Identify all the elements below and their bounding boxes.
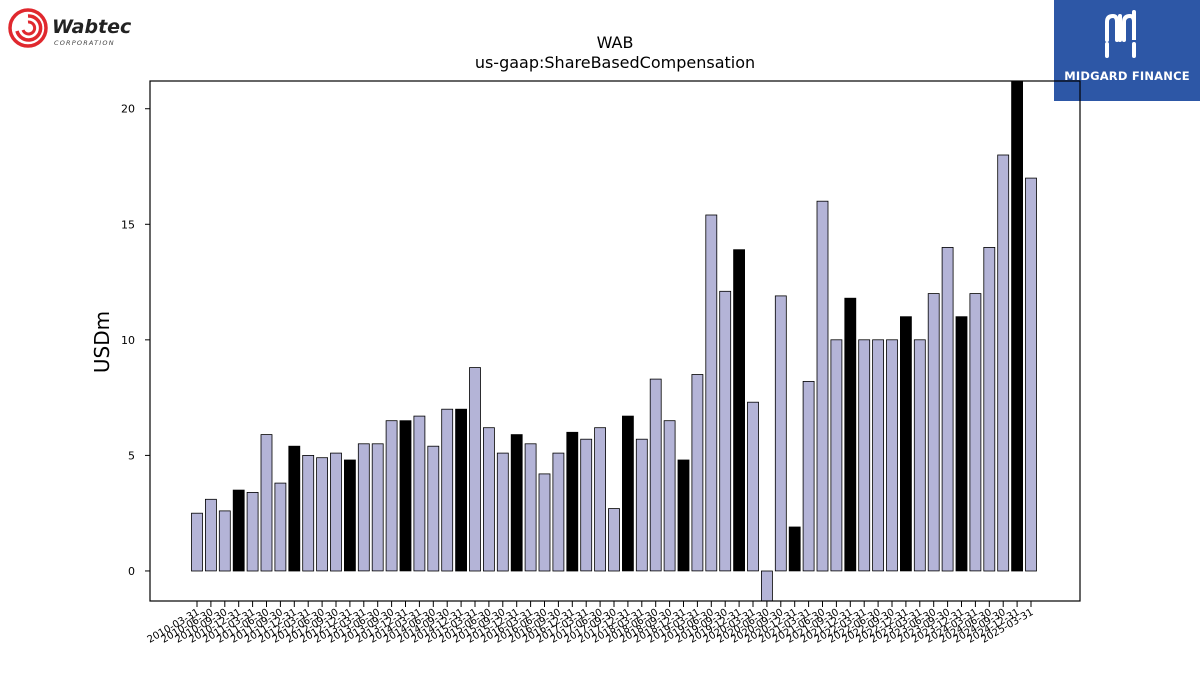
bar <box>288 445 301 572</box>
bar <box>246 491 259 572</box>
wabtec-swirl-icon <box>8 8 48 48</box>
bar <box>1025 177 1037 572</box>
bar <box>538 473 551 572</box>
bar <box>969 293 982 572</box>
y-tick-label: 20 <box>121 103 135 116</box>
bar <box>761 570 773 601</box>
bar <box>552 452 565 572</box>
bar <box>343 459 356 572</box>
chart-subtitle: us-gaap:ShareBasedCompensation <box>475 53 755 72</box>
bar <box>413 415 426 572</box>
bar <box>997 154 1010 572</box>
bar <box>455 408 468 572</box>
bar <box>399 420 412 572</box>
bar <box>594 427 606 572</box>
bar <box>427 445 440 572</box>
bar <box>469 367 481 572</box>
bar <box>1011 81 1023 572</box>
plot-area: 051015202010-03-312010-06-302010-09-3020… <box>121 81 1037 646</box>
y-tick-label: 0 <box>128 565 135 578</box>
bar <box>900 316 912 572</box>
bar <box>302 454 315 572</box>
bar <box>747 401 759 572</box>
bar <box>816 200 829 572</box>
bar <box>691 374 704 572</box>
bar <box>524 443 537 572</box>
bar <box>274 482 287 572</box>
bar <box>635 438 648 572</box>
bar <box>802 380 815 572</box>
y-tick-label: 10 <box>121 334 135 347</box>
bar <box>830 339 843 572</box>
bar <box>566 431 579 572</box>
bar <box>858 339 871 572</box>
bar <box>330 452 342 572</box>
bar <box>705 214 718 572</box>
bar <box>316 457 329 572</box>
bar <box>941 246 954 572</box>
y-tick-label: 5 <box>128 449 135 462</box>
bar <box>733 249 745 572</box>
bar <box>872 339 884 572</box>
bar <box>649 378 662 572</box>
bar <box>983 246 996 572</box>
midgard-finance-logo: MIDGARD FINANCE <box>1054 0 1200 101</box>
bar <box>357 443 370 572</box>
midgard-wordmark: MIDGARD FINANCE <box>1064 69 1190 83</box>
chart-title: WAB <box>597 33 634 52</box>
bar <box>774 295 787 572</box>
bar <box>913 339 926 572</box>
y-axis-label: USDm <box>90 311 114 373</box>
bar <box>510 434 523 572</box>
bar <box>191 512 203 572</box>
bar-group <box>191 81 1037 601</box>
bar <box>844 297 857 572</box>
plot-frame <box>149 80 1081 602</box>
bar <box>496 452 509 572</box>
y-tick-label: 15 <box>121 218 135 231</box>
bar <box>955 316 968 572</box>
bar <box>204 498 217 572</box>
wabtec-logo: Wabtec CORPORATION <box>6 6 146 52</box>
bar <box>608 508 620 572</box>
bar <box>385 420 398 572</box>
bar <box>788 526 801 572</box>
midgard-m-icon <box>1105 10 1136 58</box>
bar <box>260 434 273 572</box>
bar <box>371 443 384 572</box>
bar <box>622 415 634 572</box>
bar <box>580 438 593 572</box>
bar <box>663 420 676 572</box>
bar <box>677 459 690 572</box>
bar <box>232 489 245 572</box>
bar <box>927 293 940 572</box>
bar <box>482 427 495 572</box>
bar <box>886 339 898 572</box>
bar <box>441 408 454 572</box>
bar <box>719 290 732 572</box>
wabtec-subtitle: CORPORATION <box>54 39 115 47</box>
wabtec-wordmark: Wabtec <box>52 16 132 38</box>
bar <box>218 510 231 572</box>
